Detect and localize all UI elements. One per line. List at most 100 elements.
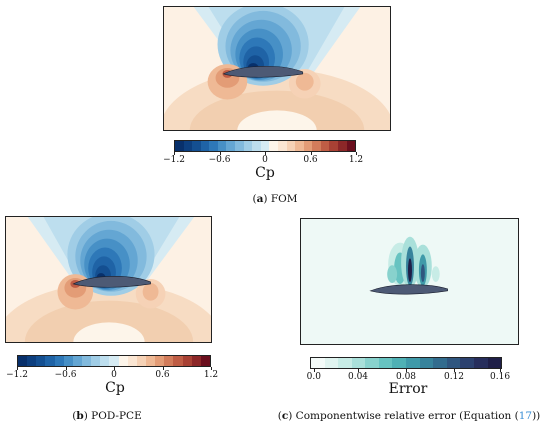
error-color-swatch xyxy=(351,358,366,368)
podpce-colorbar xyxy=(17,355,211,367)
colorbar-tick-mark xyxy=(310,152,312,155)
cp-color-swatch xyxy=(209,141,218,151)
cp-color-swatch xyxy=(226,141,236,151)
podpce-caption-letter: b xyxy=(76,410,84,422)
error-colorbar-title: Error xyxy=(388,381,428,397)
cp-color-swatch xyxy=(303,141,313,151)
cp-color-swatch xyxy=(54,356,64,366)
colorbar-tick-mark xyxy=(65,367,67,370)
cp-color-swatch xyxy=(175,141,184,151)
cp-color-swatch xyxy=(109,356,119,366)
error-color-swatch xyxy=(311,358,325,368)
cp-color-swatch xyxy=(63,356,73,366)
equation-reference-link[interactable]: 17 xyxy=(518,410,533,422)
error-caption-letter: c xyxy=(281,410,289,422)
error-color-swatch xyxy=(473,358,488,368)
cp-color-swatch xyxy=(217,141,227,151)
fom-tick-label: 0 xyxy=(262,155,268,165)
cp-color-swatch xyxy=(27,356,37,366)
podpce-tick-label: 0.6 xyxy=(155,370,170,380)
colorbar-tick-mark xyxy=(406,369,407,372)
cp-color-swatch xyxy=(312,141,321,151)
cp-color-swatch xyxy=(127,356,137,366)
error-tick-label: 0.04 xyxy=(347,372,369,382)
error-color-swatch xyxy=(324,358,339,368)
error-color-swatch xyxy=(378,358,393,368)
cp-color-swatch xyxy=(269,141,278,151)
error-color-swatch xyxy=(419,358,434,368)
error-colorbar-ticks: 0.0 0.04 0.08 0.12 0.16 xyxy=(306,369,510,382)
colorbar-tick-mark xyxy=(162,367,164,370)
colorbar-tick-mark xyxy=(265,152,266,155)
cp-color-swatch xyxy=(192,141,201,151)
fom-tick-label: 0.6 xyxy=(303,155,318,165)
podpce-colorbar-ticks: −1.2 −0.6 0 0.6 1.2 xyxy=(6,367,218,380)
cp-color-swatch xyxy=(260,141,270,151)
error-color-swatch xyxy=(406,358,420,368)
cp-color-swatch xyxy=(145,356,156,366)
error-color-swatch xyxy=(487,358,502,368)
podpce-caption: (b) POD-PCE xyxy=(72,410,142,422)
error-tick-label: 0.0 xyxy=(306,372,321,382)
colorbar-tick-mark xyxy=(358,369,359,372)
fom-colorbar xyxy=(174,140,356,152)
cp-color-swatch xyxy=(91,356,101,366)
podpce-colorbar-title: Cp xyxy=(105,380,125,396)
cp-color-swatch xyxy=(182,356,192,366)
cp-color-swatch xyxy=(277,141,287,151)
cp-color-swatch xyxy=(118,356,128,366)
error-caption-text: Componentwise relative error (Equation ( xyxy=(295,410,519,422)
colorbar-tick-mark xyxy=(219,152,221,155)
fom-tick-label: 1.2 xyxy=(348,155,364,165)
cp-color-swatch xyxy=(295,141,304,151)
error-tick-label: 0.12 xyxy=(443,372,465,382)
fom-tick-label: −1.2 xyxy=(163,155,185,165)
error-color-swatch xyxy=(433,358,447,368)
podpce-tick-label: 0 xyxy=(111,370,117,380)
cp-color-swatch xyxy=(329,141,338,151)
error-tick-label: 0.16 xyxy=(490,372,511,382)
cp-color-swatch xyxy=(173,356,183,366)
cp-color-swatch xyxy=(72,356,82,366)
fom-colorbar-title: Cp xyxy=(255,165,275,181)
colorbar-tick-mark xyxy=(211,367,212,370)
error-colorbar xyxy=(310,357,502,369)
podpce-tick-label: −0.6 xyxy=(54,370,77,380)
fom-caption-text: FOM xyxy=(270,193,298,205)
colorbar-tick-mark xyxy=(500,369,502,372)
cp-color-swatch xyxy=(346,141,356,151)
error-tick-label: 0.08 xyxy=(395,372,417,382)
cp-color-swatch xyxy=(36,356,46,366)
cp-color-swatch xyxy=(200,141,210,151)
cp-color-swatch xyxy=(136,356,146,366)
cp-color-swatch xyxy=(286,141,296,151)
cp-color-swatch xyxy=(183,141,193,151)
error-color-swatch xyxy=(460,358,474,368)
error-color-swatch xyxy=(338,358,352,368)
cp-color-swatch xyxy=(243,141,253,151)
colorbar-tick-mark xyxy=(17,367,18,370)
podpce-cp-field-plot xyxy=(5,216,212,343)
cp-color-swatch xyxy=(100,356,110,366)
podpce-tick-label: −1.2 xyxy=(6,370,28,380)
error-color-swatch xyxy=(392,358,407,368)
error-color-swatch xyxy=(446,358,461,368)
fom-caption-letter: a xyxy=(256,193,264,205)
cp-color-swatch xyxy=(235,141,244,151)
fom-cp-field-plot xyxy=(163,6,391,131)
cp-color-swatch xyxy=(164,356,174,366)
fom-caption: (a) FOM xyxy=(252,193,298,205)
colorbar-tick-mark xyxy=(114,367,115,370)
cp-color-swatch xyxy=(191,356,201,366)
podpce-tick-label: 1.2 xyxy=(203,370,219,380)
colorbar-tick-mark xyxy=(356,152,357,155)
cp-color-swatch xyxy=(200,356,210,366)
cp-color-swatch xyxy=(155,356,165,366)
error-caption: (c) Componentwise relative error (Equati… xyxy=(277,410,541,422)
error-field-plot xyxy=(300,218,519,345)
cp-color-swatch xyxy=(45,356,55,366)
fom-colorbar-ticks: −1.2 −0.6 0 0.6 1.2 xyxy=(163,152,363,165)
cp-color-swatch xyxy=(252,141,261,151)
cp-color-swatch xyxy=(337,141,347,151)
podpce-caption-text: POD-PCE xyxy=(91,410,142,422)
